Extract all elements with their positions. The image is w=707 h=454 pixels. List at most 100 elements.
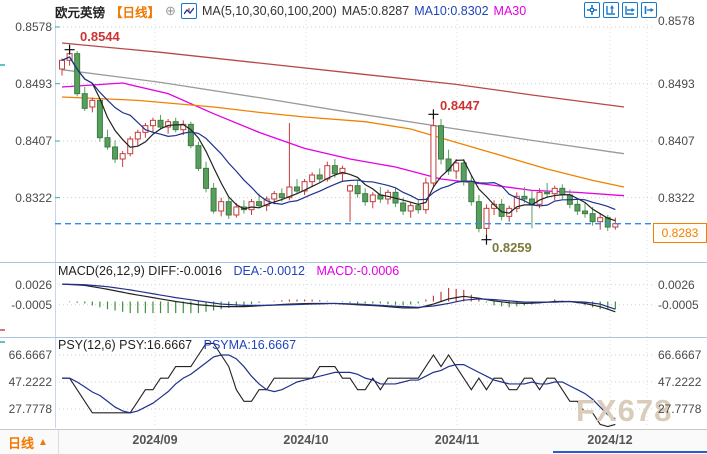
- ma30-value-label: MA30: [493, 4, 527, 18]
- candle: [172, 121, 179, 131]
- candle: [293, 186, 300, 192]
- period-arrow-icon: ▲: [38, 437, 48, 448]
- ma60-line: [61, 96, 625, 188]
- candle: [134, 131, 141, 140]
- axis-label: 0.8578: [15, 20, 52, 34]
- ma200-line: [61, 42, 625, 108]
- candle: [521, 195, 528, 200]
- candle: [438, 125, 444, 160]
- psy-panel: [62, 342, 616, 428]
- macd-panel: [61, 283, 616, 314]
- bottom-scroll-indicator[interactable]: [553, 451, 707, 453]
- candle: [119, 153, 126, 160]
- candle: [468, 181, 475, 203]
- fast-ma-lines: [61, 56, 616, 222]
- last-price-tag: 0.8283: [653, 223, 707, 243]
- peak-price-annotation: 0.8447: [440, 98, 480, 113]
- candle: [369, 194, 376, 203]
- candle: [263, 198, 270, 207]
- bottom-bar-divider: [58, 430, 59, 454]
- candle: [498, 203, 505, 217]
- axis-label: 0.8407: [15, 134, 52, 148]
- macd-title-label: MACD(26,12,9) DIFF:-0.0016: [58, 264, 222, 278]
- candle: [582, 210, 589, 215]
- macd-panel-title: MACD(26,12,9) DIFF:-0.0016 DEA:-0.0012 M…: [58, 264, 399, 278]
- period-label: 日线: [8, 436, 35, 451]
- candle: [536, 191, 543, 205]
- expand-icon[interactable]: ⊕: [165, 3, 176, 18]
- bottom-bar: [0, 429, 707, 454]
- fit-horizontal-axis-icon[interactable]: [622, 2, 638, 18]
- candle: [407, 205, 414, 212]
- psyma-line: [62, 354, 616, 420]
- low-price-annotation: 0.8259: [492, 240, 532, 255]
- candle: [74, 53, 81, 95]
- crosshair-icon[interactable]: [584, 2, 600, 18]
- candle: [475, 201, 482, 229]
- candle: [256, 201, 263, 207]
- axis-label: 0.8493: [658, 76, 695, 91]
- candle: [89, 99, 96, 108]
- candle: [483, 207, 490, 229]
- axis-label: 0.0026: [658, 277, 695, 292]
- psy-line: [62, 342, 616, 428]
- axis-label: 0.8407: [658, 134, 695, 148]
- candle: [422, 182, 429, 211]
- dea-value-label: DEA:-0.0012: [233, 264, 306, 278]
- candle: [551, 187, 558, 195]
- candle: [415, 205, 422, 211]
- candle: [453, 162, 460, 172]
- candle: [187, 123, 194, 147]
- candle: [248, 201, 255, 211]
- axis-label: -0.0005: [658, 297, 699, 312]
- candle: [59, 59, 65, 70]
- axis-label: 66.6667: [658, 348, 702, 362]
- annotation-markers: [64, 44, 492, 245]
- ma10-line: [61, 56, 616, 211]
- x-axis-date-label: 2024/11: [434, 433, 480, 447]
- pan-right-icon[interactable]: [641, 2, 657, 18]
- ma-settings-label: MA(5,10,30,60,100,200): [201, 4, 337, 18]
- high-price-annotation: 0.8544: [80, 29, 120, 44]
- dea-line: [61, 283, 616, 310]
- psy-title-label: PSY(12,6) PSY:16.6667: [58, 338, 193, 352]
- chart-header: 欧元英镑 【日线】 ⊕ MA(5,10,30,60,100,200) MA5:0…: [55, 2, 526, 20]
- axis-label: 66.6667: [8, 348, 52, 362]
- candle: [233, 206, 240, 216]
- macd-value-label: MACD:-0.0006: [316, 264, 400, 278]
- candle: [316, 174, 323, 180]
- candle: [218, 201, 225, 212]
- candle: [81, 93, 88, 109]
- candle: [574, 203, 581, 212]
- candle: [165, 121, 172, 128]
- axis-label: 0.8493: [15, 76, 52, 91]
- x-axis-date-label: 2024/10: [283, 433, 329, 447]
- ma5-value-label: MA5:0.8287: [341, 4, 410, 18]
- candle: [597, 217, 604, 223]
- slow-ma-lines: [61, 42, 625, 197]
- candle: [362, 193, 369, 203]
- candle: [354, 185, 361, 195]
- psy-panel-title: PSY(12,6) PSY:16.6667 PSYMA:16.6667: [58, 338, 296, 352]
- fit-vertical-axis-icon[interactable]: [603, 2, 619, 18]
- candle: [445, 158, 452, 172]
- chart-type-icon[interactable]: [180, 3, 197, 19]
- candle: [324, 165, 331, 180]
- candle: [460, 162, 467, 183]
- x-axis-date-label: 2024/12: [587, 433, 633, 447]
- candle: [157, 119, 164, 128]
- ma10-value-label: MA10:0.8302: [414, 4, 489, 18]
- axis-label: 47.2222: [658, 375, 702, 389]
- candle: [286, 186, 293, 199]
- candle: [400, 202, 407, 212]
- axis-label: -0.0005: [11, 297, 52, 312]
- ma5-line: [61, 56, 616, 222]
- x-axis-date-label: 2024/09: [132, 433, 178, 447]
- period-selector[interactable]: 日线 ▲: [8, 433, 48, 452]
- axis-label: 0.8322: [15, 190, 52, 205]
- axis-label: 0.8322: [658, 190, 695, 205]
- candle: [347, 185, 354, 192]
- period-tag: 【日线】: [110, 5, 161, 20]
- candle: [104, 137, 111, 148]
